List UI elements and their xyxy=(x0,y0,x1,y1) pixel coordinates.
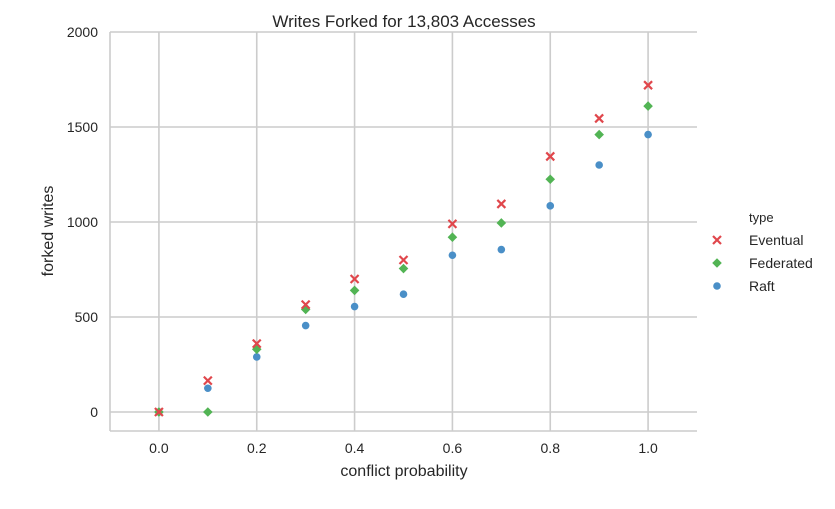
legend-item-eventual: Eventual xyxy=(712,232,803,248)
x-tick-label: 0.0 xyxy=(149,440,169,456)
point-raft xyxy=(252,353,261,361)
point-eventual xyxy=(203,375,213,386)
point-eventual xyxy=(594,113,604,124)
legend-marker-eventual xyxy=(712,235,722,245)
point-raft xyxy=(497,245,506,254)
y-tick-label: 2000 xyxy=(67,24,98,40)
x-tick-labels: 0.0 0.2 0.4 0.6 0.8 1.0 xyxy=(149,440,658,456)
point-eventual xyxy=(251,338,262,349)
point-eventual xyxy=(154,407,164,417)
point-federated xyxy=(203,407,213,417)
point-eventual xyxy=(643,80,653,90)
y-axis-label: forked writes xyxy=(40,186,57,277)
legend-title: type xyxy=(749,210,774,225)
series-eventual xyxy=(154,80,653,417)
legend-marker-raft xyxy=(713,282,721,290)
point-eventual xyxy=(349,274,360,284)
legend-item-raft: Raft xyxy=(713,278,775,294)
point-raft xyxy=(204,384,212,393)
point-eventual xyxy=(496,199,507,209)
point-federated xyxy=(643,101,653,111)
x-tick-label: 0.8 xyxy=(541,440,561,456)
chart-title: Writes Forked for 13,803 Accesses xyxy=(272,12,535,31)
point-federated xyxy=(594,129,604,140)
axes xyxy=(109,32,697,432)
point-federated xyxy=(398,263,409,274)
point-eventual xyxy=(398,255,409,265)
x-tick-label: 0.4 xyxy=(345,440,365,456)
legend: type Eventual Federated Raft xyxy=(712,210,813,294)
y-tick-label: 0 xyxy=(90,404,98,420)
legend-marker-federated xyxy=(712,258,722,268)
y-tick-label: 1500 xyxy=(67,119,98,135)
legend-label: Raft xyxy=(749,278,775,294)
point-raft xyxy=(399,290,408,299)
y-tick-label: 500 xyxy=(75,309,99,325)
point-federated xyxy=(447,232,458,242)
point-federated xyxy=(496,218,507,228)
x-tick-label: 1.0 xyxy=(638,440,658,456)
point-raft xyxy=(595,161,603,169)
point-raft xyxy=(448,251,457,260)
point-federated xyxy=(349,285,360,296)
point-raft xyxy=(301,321,310,330)
data-points xyxy=(154,80,653,417)
y-tick-label: 1000 xyxy=(67,214,98,230)
x-tick-label: 0.2 xyxy=(247,440,267,456)
point-eventual xyxy=(447,219,458,229)
x-axis-label: conflict probability xyxy=(340,463,467,480)
point-raft xyxy=(644,130,652,139)
x-tick-label: 0.6 xyxy=(443,440,463,456)
point-raft xyxy=(546,202,555,210)
legend-label: Federated xyxy=(749,255,813,271)
legend-label: Eventual xyxy=(749,232,803,248)
y-tick-labels: 0 500 1000 1500 2000 xyxy=(67,24,98,420)
point-eventual xyxy=(300,299,311,310)
point-raft xyxy=(350,302,359,311)
plot-area xyxy=(110,32,697,431)
point-eventual xyxy=(545,151,556,162)
point-federated xyxy=(545,174,556,185)
legend-item-federated: Federated xyxy=(712,255,813,271)
